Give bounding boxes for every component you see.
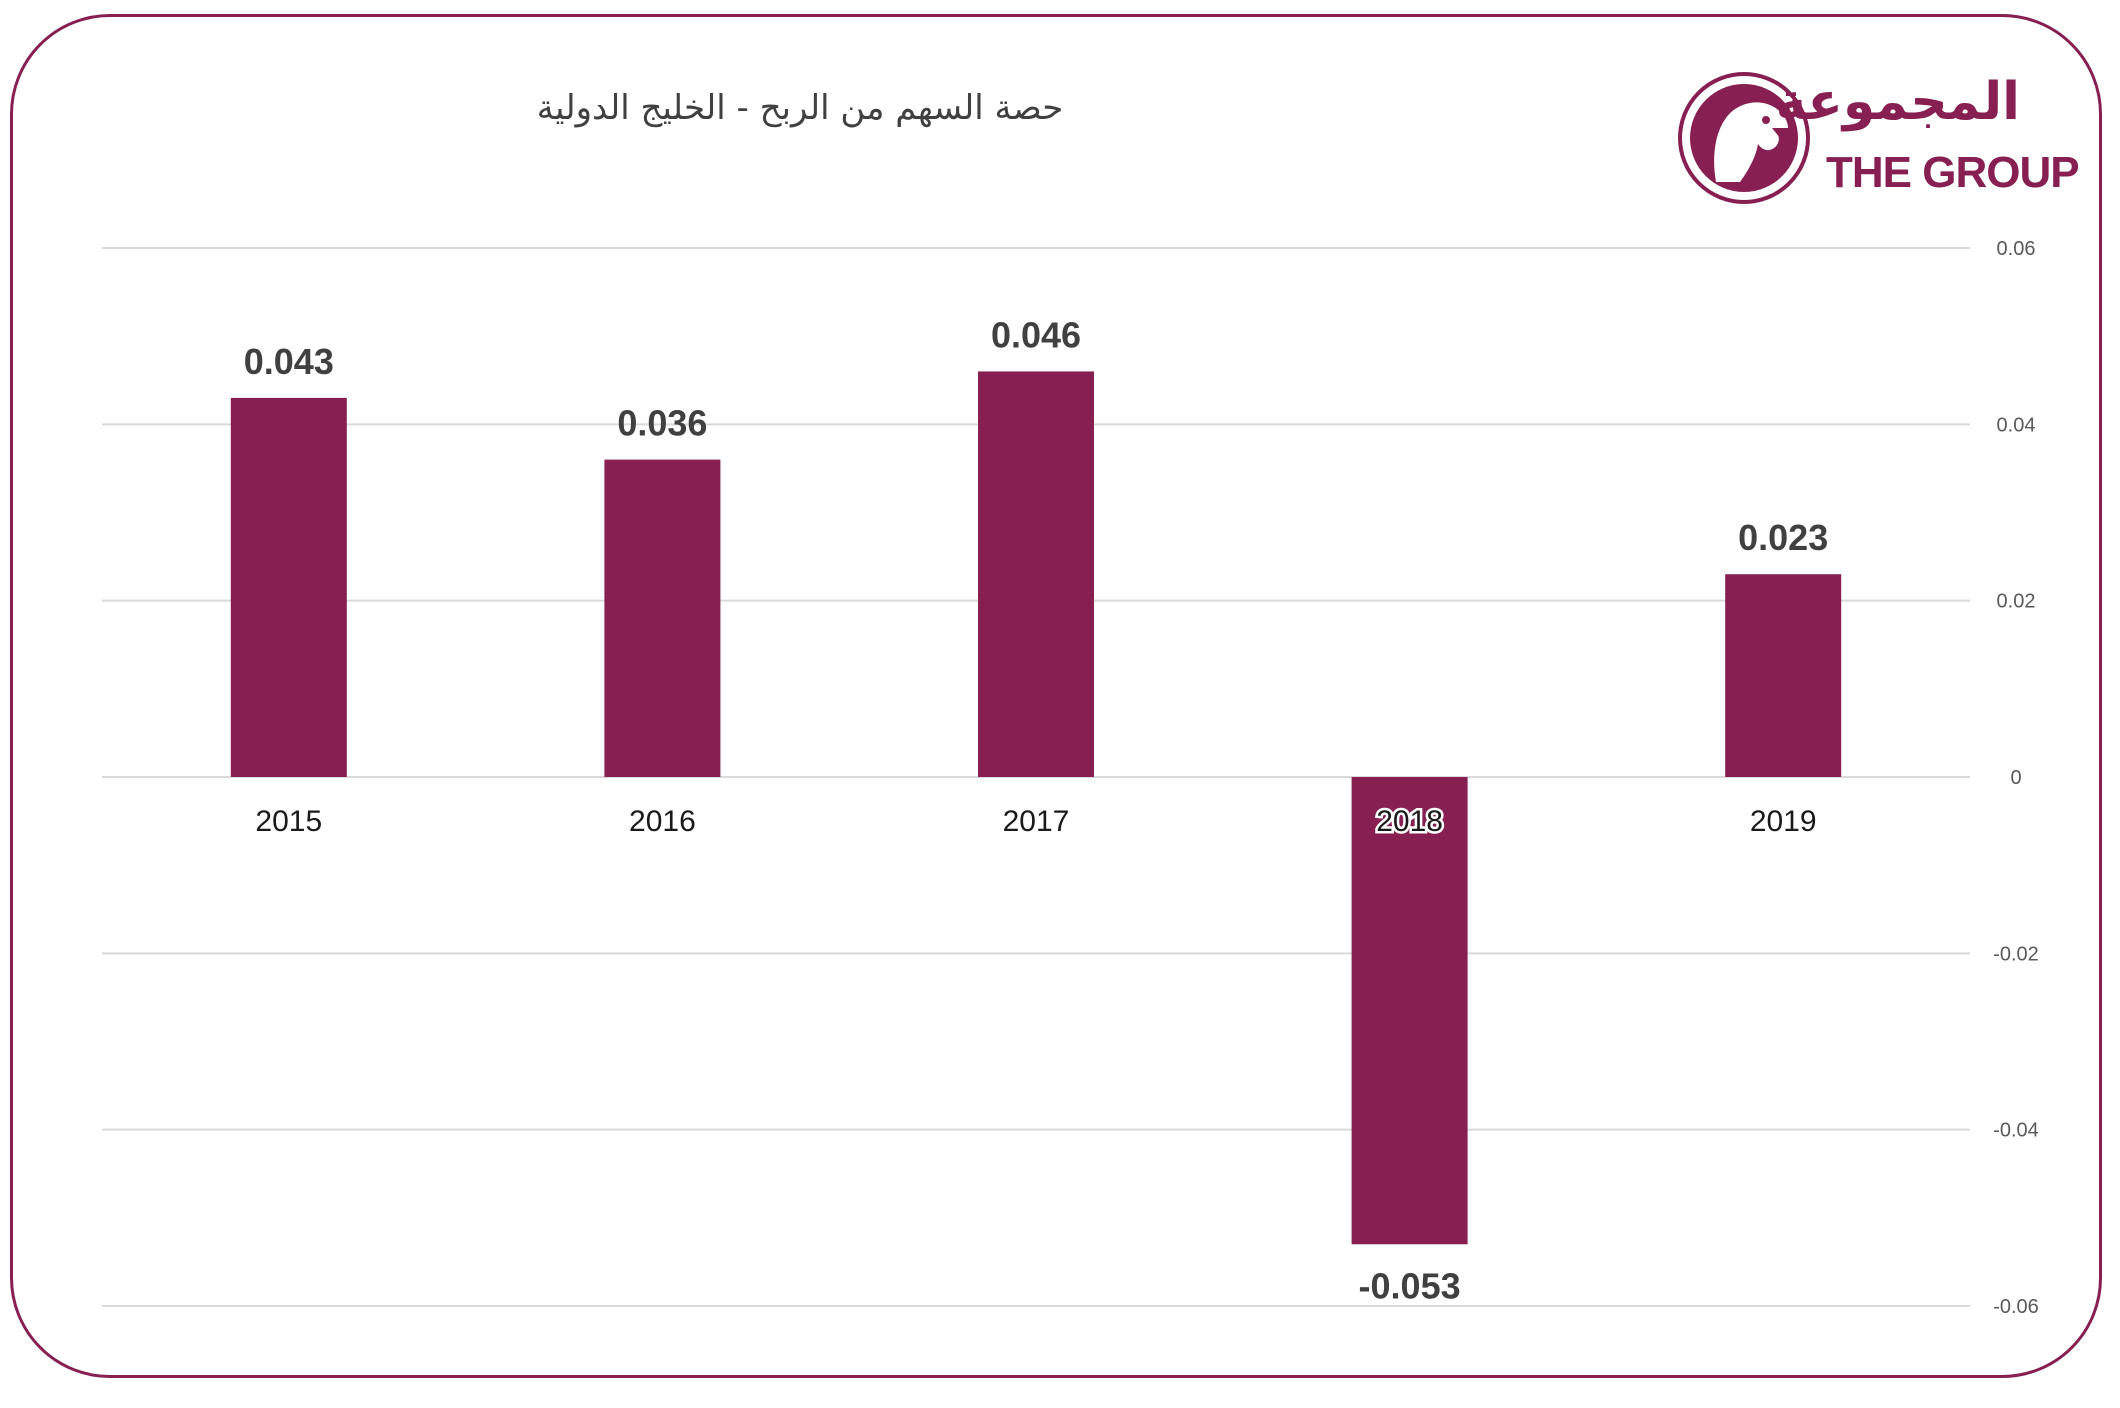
y-tick-label: 0.06: [1997, 238, 2036, 260]
x-tick-label: 2015: [255, 805, 322, 838]
y-tick-label: 0: [2010, 767, 2021, 789]
data-label: 0.046: [991, 314, 1081, 355]
x-tick-label: 2018: [1376, 805, 1443, 838]
data-label: 0.043: [244, 341, 334, 382]
bar: [230, 397, 347, 777]
falcon-emblem-icon: [1678, 72, 1810, 204]
data-label: -0.053: [1359, 1265, 1461, 1306]
labels: 0.06 0.04 0.02 0 -0.02 -0.04 -0.06 2015 0.043 201…: [244, 238, 2039, 1318]
chart-title: حصة السهم من الربح - الخليج الدولية: [536, 88, 1064, 128]
bar: [604, 459, 721, 777]
bar: [978, 371, 1094, 777]
bar: [1351, 777, 1468, 1245]
y-tick-label: -0.02: [1993, 943, 2039, 965]
y-tick-label: -0.04: [1993, 1120, 2039, 1142]
y-tick-label: 0.02: [1997, 591, 2036, 613]
y-tick-label: -0.06: [1993, 1296, 2039, 1318]
x-tick-label: 2016: [629, 805, 696, 838]
chart-frame: [10, 14, 2102, 1378]
data-label: 0.023: [1738, 517, 1828, 558]
bar: [1725, 574, 1842, 777]
x-tick-label: 2017: [1003, 805, 1070, 838]
logo-arabic-text: المجموعة: [1775, 72, 2020, 132]
bars: [230, 371, 1842, 1245]
y-tick-label: 0.04: [1997, 414, 2036, 436]
x-tick-label: 2019: [1750, 805, 1817, 838]
data-label: 0.036: [617, 403, 707, 444]
